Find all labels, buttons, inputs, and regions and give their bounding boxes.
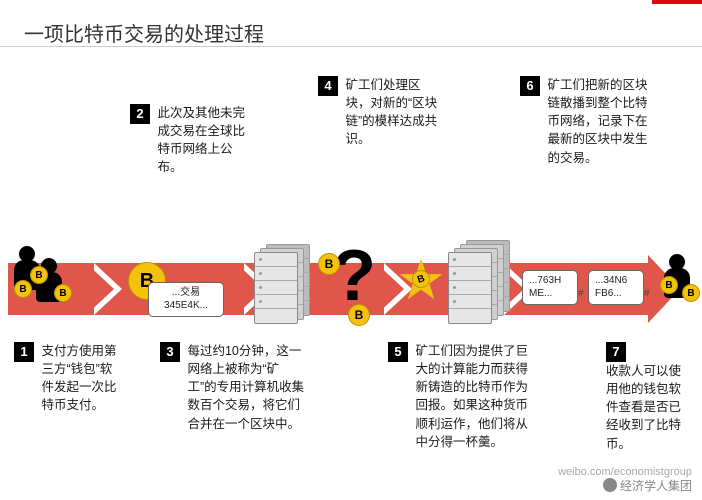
hash-chip: ...763H ME... bbox=[522, 270, 578, 305]
watermark-brand-text: 经济学人集团 bbox=[620, 479, 692, 493]
step-1: 1 支付方使用第三方“钱包”软件发起一次比特币支付。 bbox=[14, 342, 119, 415]
step-text: 每过约10分钟，这一网络上被称为“矿工”的专用计算机收集数百个交易，将它们合并在… bbox=[187, 342, 305, 433]
step-number: 3 bbox=[160, 342, 180, 362]
step-number: 6 bbox=[520, 76, 540, 96]
step-5: 5 矿工们因为提供了巨大的计算能力而获得新铸造的比特币作为回报。如果这种货币顺利… bbox=[388, 342, 535, 451]
tx-chip-line1: ...交易 bbox=[155, 287, 217, 300]
step-2: 2 此次及其他未完成交易在全球比特币网络上公布。 bbox=[130, 104, 249, 177]
watermark-brand: 经济学人集团 bbox=[603, 477, 692, 494]
bitcoin-icon: B bbox=[348, 304, 370, 326]
hash-symbol: # bbox=[644, 288, 650, 299]
miner-server bbox=[254, 252, 298, 324]
hash-chip: ...34N6 FB6... bbox=[588, 270, 644, 305]
hash-chip-line1: ...34N6 bbox=[595, 275, 637, 288]
accent-bar bbox=[652, 0, 702, 4]
hash-symbol: # bbox=[578, 288, 584, 299]
bitcoin-icon: B bbox=[54, 284, 72, 302]
title-rule bbox=[0, 46, 702, 47]
step-3: 3 每过约10分钟，这一网络上被称为“矿工”的专用计算机收集数百个交易，将它们合… bbox=[160, 342, 305, 433]
weibo-logo-icon bbox=[603, 478, 617, 492]
step-4: 4 矿工们处理区块，对新的“区块链”的模样达成共识。 bbox=[318, 76, 437, 149]
question-mark: ? bbox=[332, 240, 376, 312]
page-title: 一项比特币交易的处理过程 bbox=[24, 18, 264, 47]
step-7: 7 收款人可以使用他的钱包软件查看是否已经收到了比特币。 bbox=[606, 342, 702, 453]
hash-chip-line2: FB6... bbox=[595, 288, 637, 301]
miner-server bbox=[448, 252, 492, 324]
bitcoin-icon: B bbox=[14, 280, 32, 298]
step-text: 矿工们因为提供了巨大的计算能力而获得新铸造的比特币作为回报。如果这种货币顺利运作… bbox=[415, 342, 535, 451]
step-text: 收款人可以使用他的钱包软件查看是否已经收到了比特币。 bbox=[606, 362, 684, 453]
step-number: 5 bbox=[388, 342, 408, 362]
tx-chip-line2: 345E4K... bbox=[155, 300, 217, 313]
bitcoin-icon: B bbox=[682, 284, 700, 302]
step-text: 矿工们处理区块，对新的“区块链”的模样达成共识。 bbox=[345, 76, 437, 149]
step-number: 2 bbox=[130, 104, 150, 124]
step-number: 4 bbox=[318, 76, 338, 96]
step-text: 支付方使用第三方“钱包”软件发起一次比特币支付。 bbox=[41, 342, 119, 415]
step-number: 1 bbox=[14, 342, 34, 362]
step-6: 6 矿工们把新的区块链散播到整个比特币网络，记录下在最新的区块中发生的交易。 bbox=[520, 76, 657, 167]
step-number: 7 bbox=[606, 342, 626, 362]
hash-chip-line1: ...763H bbox=[529, 275, 571, 288]
hash-chip-line2: ME... bbox=[529, 288, 571, 301]
bitcoin-icon: B bbox=[660, 276, 678, 294]
tx-chip: ...交易 345E4K... bbox=[148, 282, 224, 317]
bitcoin-icon: B bbox=[30, 266, 48, 284]
diagram-canvas: B B B B ...交易 345E4K... ? B B ★ B ...763… bbox=[0, 48, 702, 488]
bitcoin-icon: B bbox=[318, 253, 340, 275]
arrow-head bbox=[86, 263, 114, 315]
step-text: 矿工们把新的区块链散播到整个比特币网络，记录下在最新的区块中发生的交易。 bbox=[547, 76, 657, 167]
step-text: 此次及其他未完成交易在全球比特币网络上公布。 bbox=[157, 104, 249, 177]
